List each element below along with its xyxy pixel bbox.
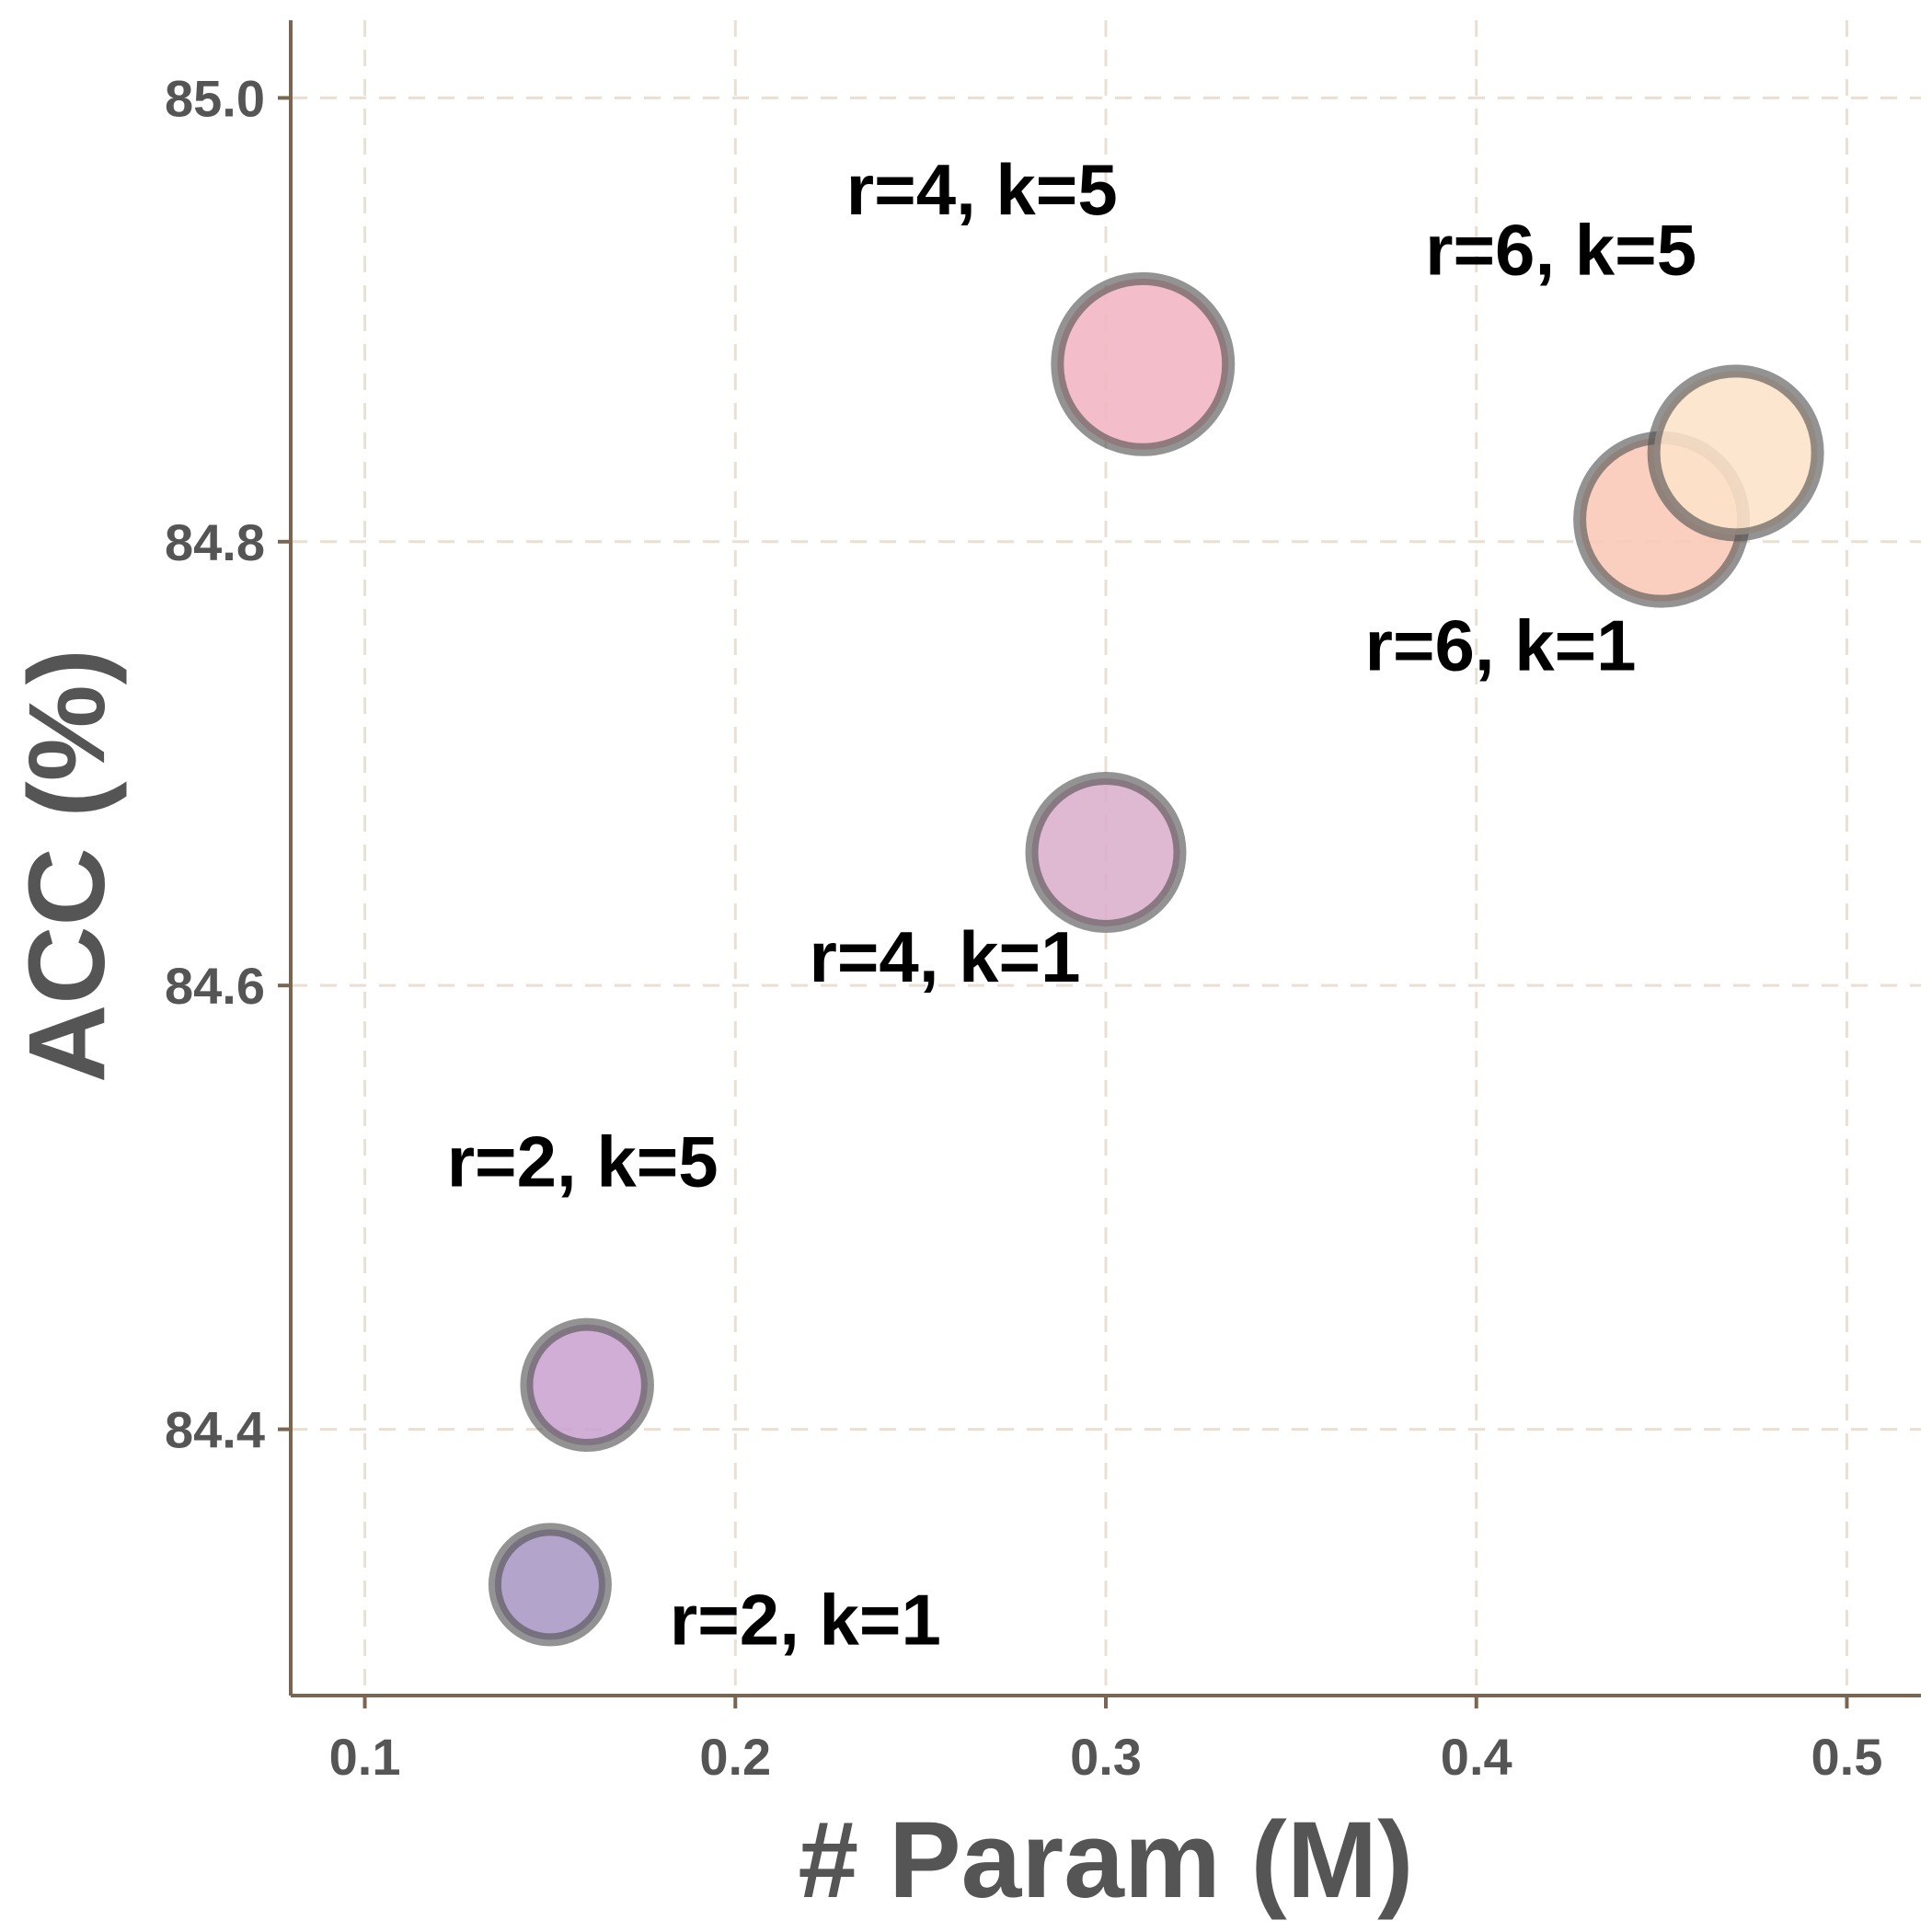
bubble-point [1051,271,1236,456]
x-tick-label: 0.4 [1441,1728,1512,1786]
x-axis-title: # Param (M) [799,1800,1414,1921]
bubble-point [1647,364,1824,542]
x-tick-label: 0.1 [329,1728,401,1786]
point-label: r=2, k=1 [670,1579,941,1660]
x-tick-label: 0.2 [699,1728,771,1786]
y-tick-label: 84.4 [165,1401,265,1459]
point-label: r=6, k=1 [1365,605,1637,686]
bubble-point [1025,771,1187,933]
point-labels: r=2, k=1 r=2, k=5 r=4, k=1 r=4, k=5 r=6, k=1… [447,149,1696,1661]
x-tick-label: 0.3 [1070,1728,1142,1786]
y-tick-label: 84.8 [165,513,265,571]
point-label: r=4, k=5 [846,149,1118,230]
y-tick-label: 84.6 [165,957,265,1015]
bubble-point [520,1317,654,1453]
point-label: r=4, k=1 [810,916,1081,997]
x-tick-label: 0.5 [1811,1728,1883,1786]
point-label: r=6, k=5 [1425,209,1696,290]
y-tick-label: 85.0 [165,69,265,127]
axes: 0.1 0.2 0.3 0.4 0.5 84.4 84.6 84.8 85.0 [165,20,1921,1786]
point-label: r=2, k=5 [447,1121,719,1202]
y-axis-title: ACC (%) [6,649,128,1083]
bubbles [488,271,1824,1647]
bubble-point [488,1523,612,1647]
